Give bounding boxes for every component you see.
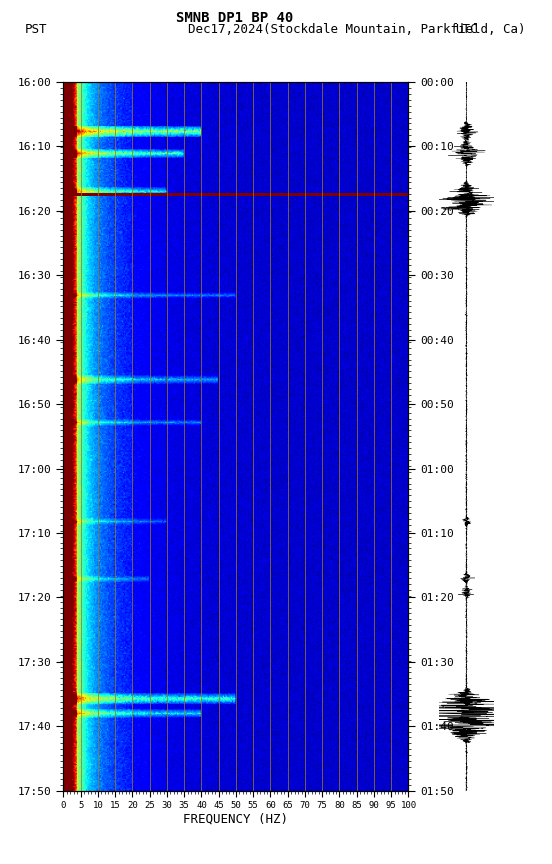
X-axis label: FREQUENCY (HZ): FREQUENCY (HZ) bbox=[183, 813, 289, 826]
Text: UTC: UTC bbox=[455, 23, 478, 36]
Text: Dec17,2024(Stockdale Mountain, Parkfield, Ca): Dec17,2024(Stockdale Mountain, Parkfield… bbox=[188, 23, 525, 36]
Text: PST: PST bbox=[25, 23, 47, 36]
Text: SMNB DP1 BP 40: SMNB DP1 BP 40 bbox=[176, 10, 293, 25]
